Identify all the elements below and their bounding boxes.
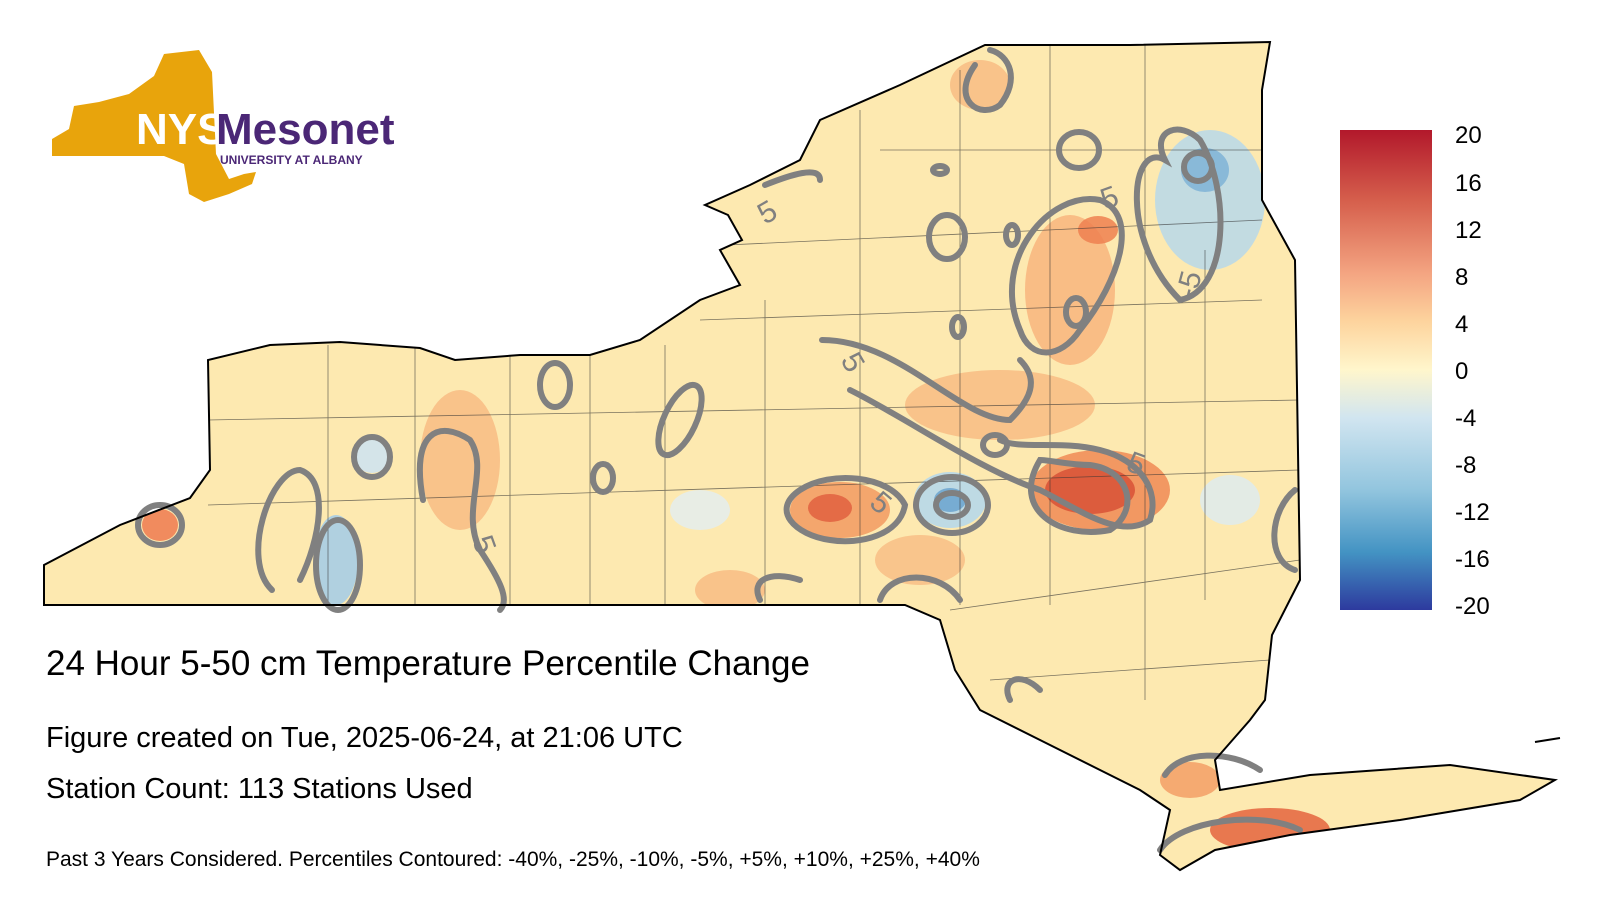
colorbar-tick: 8 [1455,264,1469,291]
nys-mesonet-logo: NYS Mesonet UNIVERSITY AT ALBANY [52,50,395,202]
colorbar-tick: 20 [1455,122,1482,149]
colorbar-tick: -16 [1455,546,1490,573]
logo-mesonet: Mesonet [216,105,395,154]
logo-nys: NYS [136,105,226,154]
colorbar-tick: -4 [1455,405,1477,432]
colorbar-tick: 16 [1455,170,1482,197]
island-outline [1534,737,1561,743]
colorbar [1340,130,1432,610]
colorbar-tick: 0 [1455,358,1469,385]
footnote: Past 3 Years Considered. Percentiles Con… [46,848,980,871]
figure-title: 24 Hour 5-50 cm Temperature Percentile C… [46,644,810,683]
colorbar-tick: 12 [1455,217,1482,244]
colorbar-gradient [1340,130,1432,610]
logo-subtitle: UNIVERSITY AT ALBANY [220,153,363,167]
colorbar-tick: 4 [1455,311,1469,338]
colorbar-tick: -12 [1455,499,1490,526]
station-count: Station Count: 113 Stations Used [46,773,473,805]
colorbar-tick: -8 [1455,452,1477,479]
nys-shape-icon [52,50,256,202]
figure-created: Figure created on Tue, 2025-06-24, at 21… [46,722,683,754]
state-outline [43,40,1559,872]
colorbar-tick: -20 [1455,593,1490,620]
contour-lines [135,47,1303,853]
